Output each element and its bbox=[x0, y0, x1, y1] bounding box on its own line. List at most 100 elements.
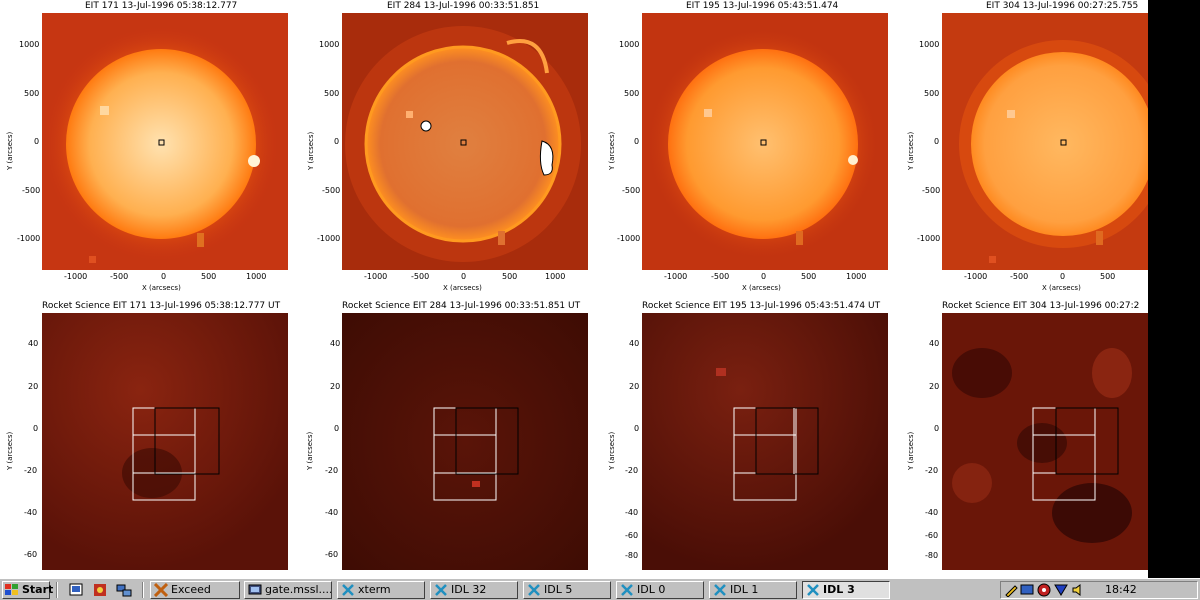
x-tick: 0 bbox=[161, 272, 167, 281]
taskbar-button-idl5[interactable]: IDL 5 bbox=[523, 581, 611, 599]
start-button[interactable]: Start bbox=[2, 581, 53, 599]
y-tick: 0 bbox=[34, 137, 40, 146]
x-tick: -500 bbox=[110, 272, 129, 281]
y-tick: 500 bbox=[924, 89, 940, 98]
zoom-panel-title: Rocket Science EIT 284 13-Jul-1996 00:33… bbox=[342, 301, 581, 311]
exceed-icon bbox=[154, 583, 168, 597]
x-icon bbox=[621, 584, 633, 596]
x-tick: 1000 bbox=[846, 272, 867, 281]
taskbar-separator bbox=[142, 582, 144, 598]
solar-image-195 bbox=[642, 13, 888, 270]
x-tick: -1000 bbox=[664, 272, 688, 281]
x-tick: 500 bbox=[801, 272, 817, 281]
y-tick: -40 bbox=[325, 508, 339, 517]
y-tick: -40 bbox=[625, 508, 639, 517]
y-tick: -500 bbox=[622, 186, 641, 195]
zoom-panel-title: Rocket Science EIT 304 13-Jul-1996 00:27… bbox=[942, 301, 1140, 311]
y-tick: 40 bbox=[330, 339, 341, 348]
y-tick: 0 bbox=[934, 137, 940, 146]
y-tick: -60 bbox=[625, 531, 639, 540]
y-tick: 0 bbox=[634, 424, 640, 433]
y-tick: 0 bbox=[33, 424, 39, 433]
y-tick: -20 bbox=[925, 466, 939, 475]
x-tick: 0 bbox=[761, 272, 767, 281]
y-tick: -1000 bbox=[317, 234, 341, 243]
desktop-edge bbox=[1148, 0, 1200, 578]
network-quicklaunch-icon[interactable] bbox=[116, 582, 132, 598]
y-tick: -20 bbox=[24, 466, 38, 475]
taskbar-button-idl1[interactable]: IDL 1 bbox=[709, 581, 797, 599]
taskbar-button-gate[interactable]: gate.mssl.... bbox=[244, 581, 332, 599]
y-axis-label: Y (arcsecs) bbox=[6, 131, 14, 170]
x-tick: 0 bbox=[1060, 272, 1066, 281]
taskbar-button-idl3[interactable]: IDL 3 bbox=[802, 581, 890, 599]
terminal-icon bbox=[248, 584, 262, 595]
x-axis-label: X (arcsecs) bbox=[443, 284, 482, 292]
y-tick: 40 bbox=[629, 339, 640, 348]
solar-image-304 bbox=[942, 13, 1148, 270]
y-tick: 1000 bbox=[319, 40, 340, 49]
y-tick: 500 bbox=[324, 89, 340, 98]
y-tick: 0 bbox=[634, 137, 640, 146]
y-tick: -500 bbox=[322, 186, 341, 195]
y-axis-label: Y (arcsecs) bbox=[907, 431, 915, 470]
y-tick: -80 bbox=[625, 551, 639, 560]
monitor-icon[interactable] bbox=[1020, 583, 1034, 597]
y-tick: 1000 bbox=[919, 40, 940, 49]
y-axis-label: Y (arcsecs) bbox=[608, 431, 616, 470]
taskbar-button-idl0[interactable]: IDL 0 bbox=[616, 581, 704, 599]
show-desktop-icon[interactable] bbox=[68, 582, 84, 598]
y-tick: -60 bbox=[24, 550, 38, 559]
y-axis-label: Y (arcsecs) bbox=[306, 431, 314, 470]
x-icon bbox=[342, 584, 354, 596]
taskbar-button-xterm[interactable]: xterm bbox=[337, 581, 425, 599]
x-tick: 500 bbox=[502, 272, 518, 281]
y-tick: -1000 bbox=[917, 234, 941, 243]
zoom-image-195 bbox=[642, 313, 888, 570]
y-tick: -60 bbox=[925, 531, 939, 540]
audio-icon[interactable] bbox=[1071, 583, 1085, 597]
x-tick: -1000 bbox=[364, 272, 388, 281]
y-axis-label: Y (arcsecs) bbox=[907, 131, 915, 170]
clock[interactable]: 18:42 bbox=[1105, 583, 1137, 596]
y-tick: 40 bbox=[929, 339, 940, 348]
taskbar-button-exceed[interactable]: Exceed bbox=[150, 581, 240, 599]
x-tick: -500 bbox=[711, 272, 730, 281]
panel-title: EIT 195 13-Jul-1996 05:43:51.474 bbox=[686, 1, 839, 11]
network-icon[interactable] bbox=[1054, 583, 1068, 597]
x-tick: 500 bbox=[201, 272, 217, 281]
y-tick: 0 bbox=[934, 424, 940, 433]
y-tick: -60 bbox=[325, 550, 339, 559]
y-tick: 20 bbox=[28, 382, 39, 391]
y-tick: -40 bbox=[24, 508, 38, 517]
solar-image-171 bbox=[42, 13, 288, 270]
y-tick: 500 bbox=[624, 89, 640, 98]
zoom-image-304 bbox=[942, 313, 1148, 570]
y-tick: -80 bbox=[925, 551, 939, 560]
panel-title: EIT 284 13-Jul-1996 00:33:51.851 bbox=[387, 1, 540, 11]
y-tick: -1000 bbox=[17, 234, 41, 243]
app-quicklaunch-icon[interactable] bbox=[92, 582, 108, 598]
pen-icon[interactable] bbox=[1004, 583, 1018, 597]
desktop: EIT 171 13-Jul-1996 05:38:12.777 Y (arcs… bbox=[6, 1, 1148, 570]
taskbar: Start Exceed gate.mssl.... xterm IDL 32 … bbox=[0, 578, 1200, 600]
panel-title: EIT 171 13-Jul-1996 05:38:12.777 bbox=[85, 1, 238, 11]
x-icon bbox=[435, 584, 447, 596]
x-icon bbox=[714, 584, 726, 596]
record-icon[interactable] bbox=[1037, 583, 1051, 597]
y-tick: 500 bbox=[24, 89, 40, 98]
x-tick: -1000 bbox=[64, 272, 88, 281]
y-tick: 20 bbox=[629, 382, 640, 391]
y-tick: 1000 bbox=[619, 40, 640, 49]
x-axis-label: X (arcsecs) bbox=[142, 284, 181, 292]
zoom-image-284 bbox=[342, 313, 588, 570]
x-tick: 1000 bbox=[246, 272, 267, 281]
zoom-image-171 bbox=[42, 313, 288, 570]
taskbar-separator bbox=[56, 582, 58, 598]
x-axis-label: X (arcsecs) bbox=[1042, 284, 1081, 292]
y-tick: -20 bbox=[325, 466, 339, 475]
y-tick: 0 bbox=[334, 137, 340, 146]
y-axis-label: Y (arcsecs) bbox=[608, 131, 616, 170]
x-tick: 0 bbox=[461, 272, 467, 281]
taskbar-button-idl32[interactable]: IDL 32 bbox=[430, 581, 518, 599]
